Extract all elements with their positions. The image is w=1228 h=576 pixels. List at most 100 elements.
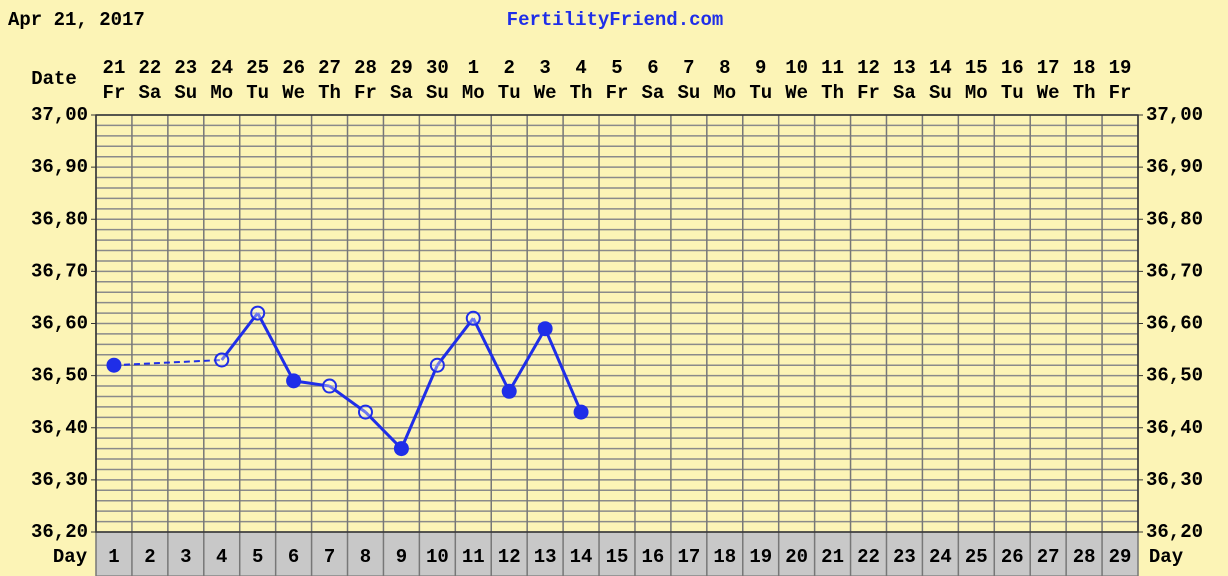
weekday-label: Sa: [893, 82, 916, 104]
line-segment: [220, 312, 259, 361]
date-label: 29: [390, 57, 413, 79]
y2-tick-label: 36,80: [1146, 208, 1203, 230]
y2-tick-label: 36,40: [1146, 417, 1203, 439]
y-tick-label: 36,90: [31, 156, 88, 178]
y-tick-label: 36,50: [31, 365, 88, 387]
date-label: 21: [103, 57, 126, 79]
date-label: 22: [138, 57, 161, 79]
weekday-label: We: [282, 82, 305, 104]
weekday-label: Fr: [1109, 82, 1132, 104]
y2-tick-label: 36,20: [1146, 521, 1203, 543]
weekday-label: Th: [318, 82, 341, 104]
date-label: 5: [611, 57, 622, 79]
weekday-label: Su: [677, 82, 700, 104]
date-label: 1: [468, 57, 479, 79]
line-segment: [113, 358, 222, 367]
print-date: Apr 21, 2017: [8, 9, 145, 31]
day-label: 15: [606, 546, 629, 568]
day-label: 8: [360, 546, 371, 568]
y2-tick-label: 36,30: [1146, 469, 1203, 491]
day-label: 12: [498, 546, 521, 568]
open-point: [214, 352, 230, 368]
y-tick-label: 36,20: [31, 521, 88, 543]
day-label: 19: [749, 546, 772, 568]
y-tick-label: 37,00: [31, 104, 88, 126]
date-label: 28: [354, 57, 377, 79]
line-segment: [507, 327, 547, 393]
weekday-label: Fr: [103, 82, 126, 104]
y-tick-label: 36,70: [31, 260, 88, 282]
date-label: 18: [1073, 57, 1096, 79]
filled-point: [537, 321, 553, 337]
weekday-label: Th: [570, 82, 593, 104]
y2-tick-label: 36,70: [1146, 260, 1203, 282]
weekday-label: Tu: [1001, 82, 1024, 104]
weekday-label: Mo: [462, 82, 485, 104]
weekday-label: Su: [174, 82, 197, 104]
date-label: 12: [857, 57, 880, 79]
day-label: 6: [288, 546, 299, 568]
weekday-label: Fr: [354, 82, 377, 104]
filled-point: [106, 357, 122, 373]
date-label: 2: [504, 57, 515, 79]
day-label: 27: [1037, 546, 1060, 568]
day-label: 22: [857, 546, 880, 568]
date-label: 16: [1001, 57, 1024, 79]
day-label: 23: [893, 546, 916, 568]
weekday-label: Fr: [606, 82, 629, 104]
weekday-label: Th: [821, 82, 844, 104]
date-label: 19: [1109, 57, 1132, 79]
line-segment: [364, 411, 403, 450]
chart-title: FertilityFriend.com: [507, 9, 724, 31]
day-label: 7: [324, 546, 335, 568]
date-label: 9: [755, 57, 766, 79]
weekday-label: Tu: [749, 82, 772, 104]
weekday-label: Sa: [138, 82, 161, 104]
date-label: 17: [1037, 57, 1060, 79]
weekday-label: Tu: [498, 82, 521, 104]
date-label: 4: [575, 57, 586, 79]
day-label: 10: [426, 546, 449, 568]
day-label: 25: [965, 546, 988, 568]
weekday-label: Su: [929, 82, 952, 104]
date-label: 30: [426, 57, 449, 79]
open-point: [322, 378, 338, 394]
filled-point: [286, 373, 302, 389]
date-label: 24: [210, 57, 233, 79]
weekday-label: We: [534, 82, 557, 104]
y2-tick-label: 36,50: [1146, 365, 1203, 387]
line-segment: [543, 328, 583, 413]
weekday-label: Mo: [210, 82, 233, 104]
day-label: 13: [534, 546, 557, 568]
day-label: 29: [1109, 546, 1132, 568]
date-label: 13: [893, 57, 916, 79]
day-label: 11: [462, 546, 485, 568]
open-point: [465, 310, 481, 326]
day-label: 17: [677, 546, 700, 568]
day-label: 26: [1001, 546, 1024, 568]
day-label: 9: [396, 546, 407, 568]
weekday-label: Mo: [713, 82, 736, 104]
y2-tick-label: 37,00: [1146, 104, 1203, 126]
weekday-label: Su: [426, 82, 449, 104]
y2-tick-label: 36,60: [1146, 313, 1203, 335]
date-label: 8: [719, 57, 730, 79]
day-row-label: Day: [1149, 546, 1184, 568]
day-row-label: Day: [53, 546, 88, 568]
weekday-label: Fr: [857, 82, 880, 104]
weekday-label: We: [1037, 82, 1060, 104]
open-point: [357, 404, 373, 420]
day-label: 14: [570, 546, 593, 568]
day-label: 20: [785, 546, 808, 568]
day-label: 18: [713, 546, 736, 568]
date-label: 6: [647, 57, 658, 79]
y-tick-label: 36,40: [31, 417, 88, 439]
date-label: 15: [965, 57, 988, 79]
line-segment: [471, 317, 511, 392]
date-label: 10: [785, 57, 808, 79]
weekday-label: Sa: [390, 82, 413, 104]
weekday-label: We: [785, 82, 808, 104]
day-label: 24: [929, 546, 952, 568]
day-label: 1: [108, 546, 119, 568]
